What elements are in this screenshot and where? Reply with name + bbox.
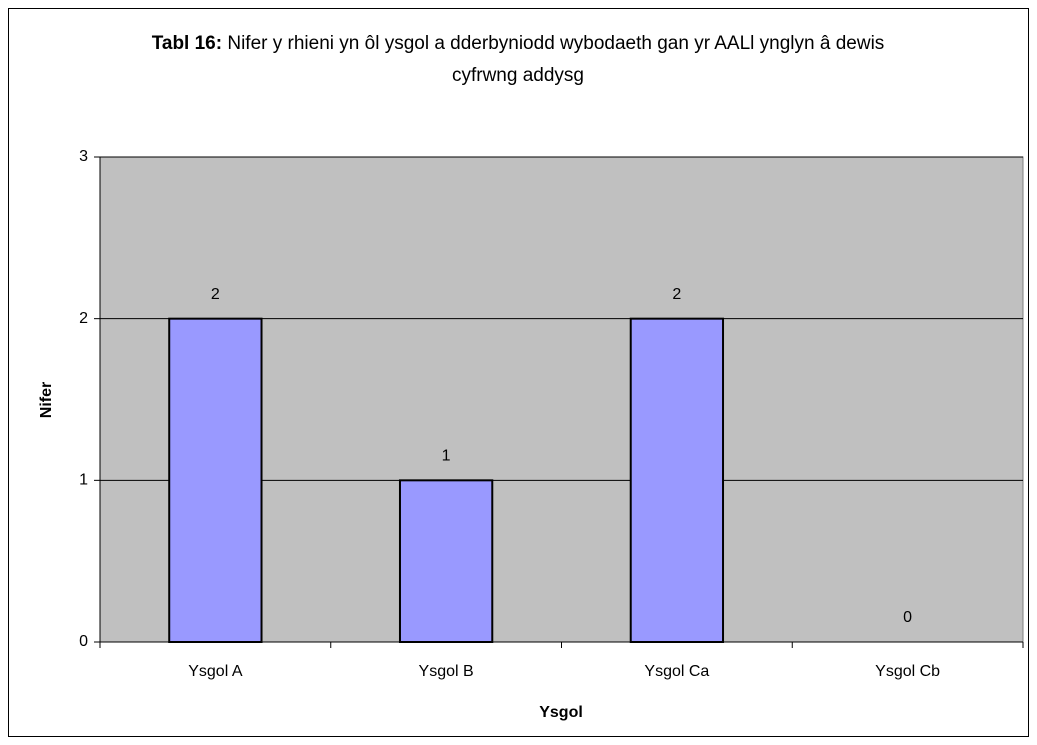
chart-title: Tabl 16: Nifer y rhieni yn ôl ysgol a dd… [128, 28, 908, 92]
title-text: Nifer y rhieni yn ôl ysgol a dderbyniodd… [227, 33, 885, 86]
y-tick-label: 1 [79, 472, 88, 489]
bar [629, 317, 725, 643]
data-label: 0 [903, 609, 912, 626]
x-tick-label: Ysgol B [419, 663, 474, 680]
y-tick-label: 3 [79, 148, 88, 165]
title-prefix: Tabl 16: [151, 33, 223, 54]
y-tick-label: 0 [79, 633, 88, 650]
x-tick-label: Ysgol Cb [875, 663, 940, 680]
bar [398, 479, 494, 644]
x-axis-label: Ysgol [539, 704, 583, 721]
x-tick-label: Ysgol Ca [644, 663, 709, 680]
y-axis-label: Nifer [38, 382, 55, 418]
bar [168, 317, 263, 643]
data-label: 2 [211, 286, 220, 303]
y-tick-label: 2 [79, 310, 88, 327]
x-tick-label: Ysgol A [188, 663, 243, 680]
data-label: 2 [672, 286, 681, 303]
data-label: 1 [442, 448, 451, 465]
